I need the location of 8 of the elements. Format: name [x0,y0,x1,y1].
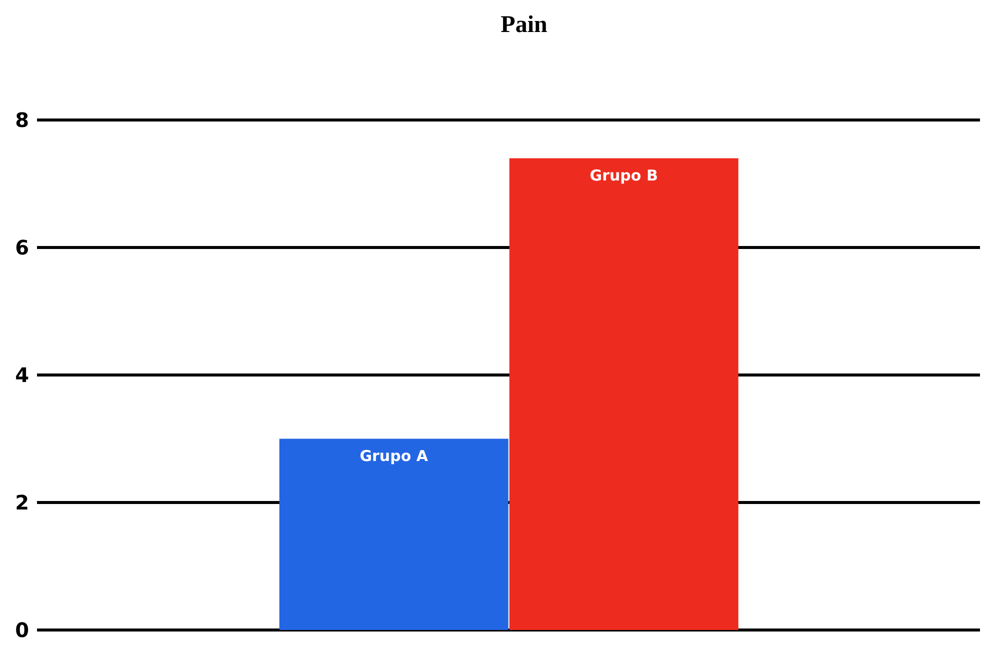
y-tick-label: 8 [15,108,29,132]
chart-title: Pain [500,12,548,39]
y-tick-label: 6 [15,236,29,260]
series-label: Grupo B [590,166,658,184]
y-tick-label: 0 [15,618,29,642]
y-tick-label: 4 [15,363,29,388]
series-label: Grupo A [360,446,428,465]
y-tick-label: 2 [15,490,29,515]
